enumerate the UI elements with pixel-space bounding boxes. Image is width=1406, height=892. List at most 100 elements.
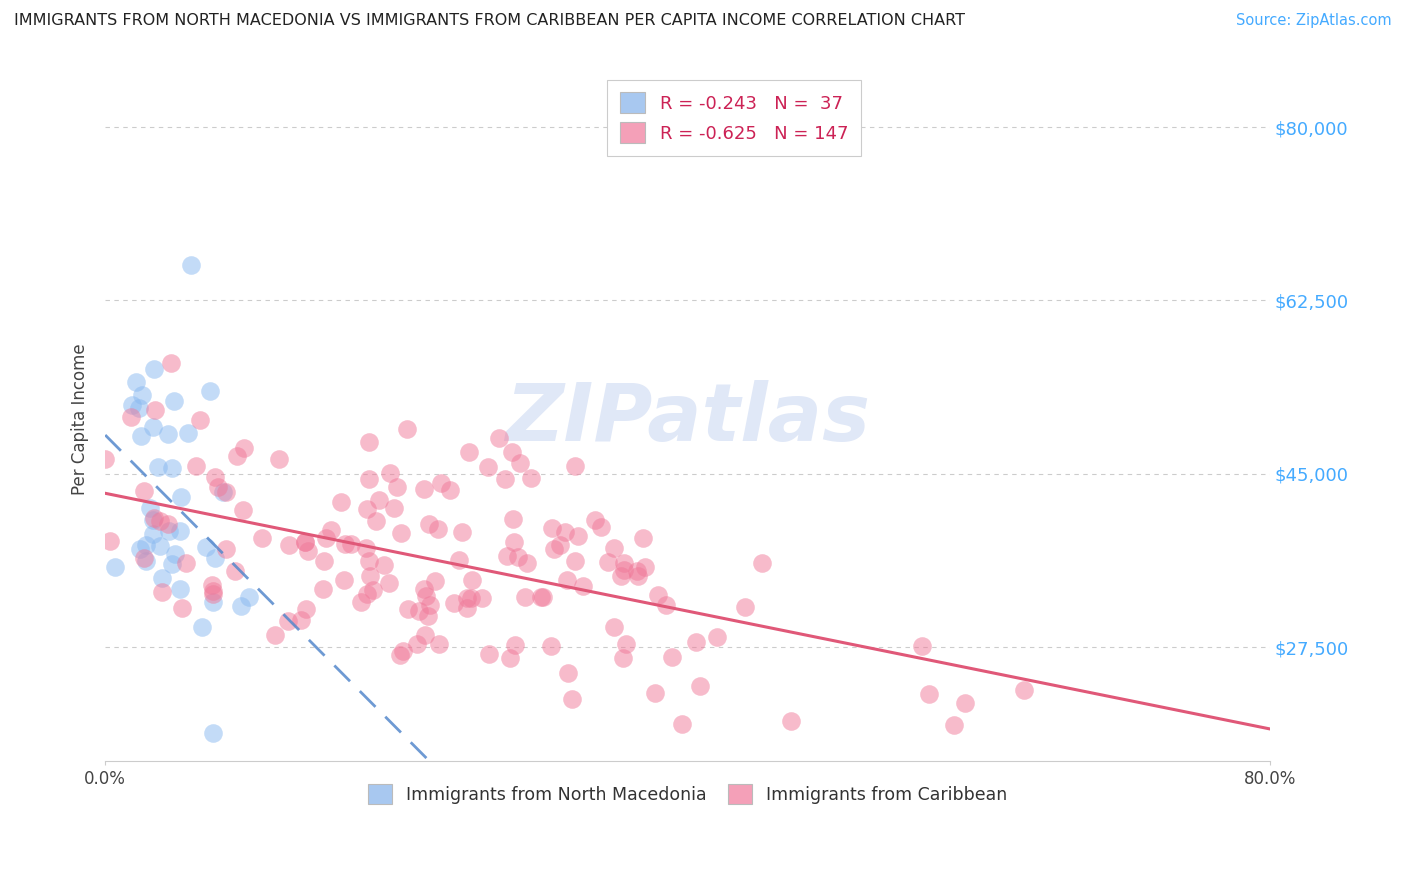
Point (596, 555, 619, 569)
Point (333, 537, 356, 551)
Point (488, 431, 510, 445)
Text: IMMIGRANTS FROM NORTH MACEDONIA VS IMMIGRANTS FROM CARIBBEAN PER CAPITA INCOME C: IMMIGRANTS FROM NORTH MACEDONIA VS IMMIG… (14, 13, 965, 29)
Point (685, 635, 707, 649)
Point (614, 637, 637, 651)
Point (426, 522, 449, 536)
Point (396, 422, 419, 436)
Point (478, 647, 501, 661)
Point (509, 456, 531, 470)
Point (129, 429, 152, 443)
Point (134, 550, 156, 565)
Point (202, 583, 225, 598)
Point (366, 515, 388, 529)
Point (572, 579, 595, 593)
Point (198, 384, 221, 398)
Point (499, 651, 522, 665)
Point (202, 725, 225, 739)
Point (124, 375, 146, 389)
Point (149, 539, 172, 553)
Point (354, 541, 377, 555)
Point (655, 598, 678, 612)
Point (451, 524, 474, 539)
Point (207, 480, 229, 494)
Point (942, 718, 965, 732)
Point (128, 401, 150, 416)
Point (224, 565, 246, 579)
Point (294, 534, 316, 549)
Point (212, 484, 235, 499)
Point (359, 435, 381, 450)
Point (405, 638, 427, 652)
Point (567, 529, 589, 543)
Point (120, 409, 142, 424)
Point (190, 620, 212, 634)
Point (148, 460, 170, 475)
Point (163, 547, 186, 561)
Point (661, 649, 683, 664)
Point (530, 590, 553, 604)
Point (177, 425, 200, 440)
Point (501, 445, 523, 459)
Point (415, 589, 437, 603)
Point (456, 591, 478, 605)
Point (157, 427, 180, 442)
Point (392, 643, 415, 657)
Point (416, 609, 439, 624)
Point (163, 393, 186, 408)
Point (238, 590, 260, 604)
Point (170, 601, 193, 615)
Point (502, 535, 524, 549)
Point (460, 591, 482, 606)
Point (626, 564, 648, 578)
Point (385, 480, 408, 494)
Point (627, 568, 650, 582)
Point (564, 553, 586, 567)
Point (494, 472, 516, 486)
Point (229, 599, 252, 613)
Point (143, 362, 166, 376)
Point (583, 513, 606, 527)
Point (471, 591, 494, 606)
Point (233, 441, 256, 455)
Point (911, 639, 934, 653)
Point (423, 574, 446, 589)
Point (456, 601, 478, 615)
Point (382, 500, 405, 515)
Point (232, 502, 254, 516)
Point (955, 696, 977, 710)
Point (689, 680, 711, 694)
Point (128, 542, 150, 557)
Point (706, 631, 728, 645)
Point (184, 459, 207, 474)
Point (215, 541, 238, 556)
Point (513, 590, 536, 604)
Point (157, 524, 180, 539)
Point (389, 525, 412, 540)
Point (315, 531, 337, 545)
Point (506, 550, 529, 565)
Point (734, 600, 756, 615)
Point (312, 554, 335, 568)
Point (150, 585, 173, 599)
Point (290, 613, 312, 627)
Point (644, 686, 666, 700)
Point (104, 559, 127, 574)
Point (359, 569, 381, 583)
Point (188, 412, 211, 426)
Point (613, 557, 636, 571)
Point (634, 560, 657, 574)
Point (330, 495, 353, 509)
Point (548, 538, 571, 552)
Point (412, 582, 434, 596)
Point (612, 651, 634, 665)
Point (427, 637, 450, 651)
Point (141, 527, 163, 541)
Point (443, 596, 465, 610)
Point (204, 550, 226, 565)
Point (160, 558, 183, 572)
Point (156, 516, 179, 531)
Point (380, 466, 402, 480)
Legend: Immigrants from North Macedonia, Immigrants from Caribbean: Immigrants from North Macedonia, Immigra… (357, 773, 1018, 814)
Point (396, 602, 419, 616)
Point (135, 554, 157, 568)
